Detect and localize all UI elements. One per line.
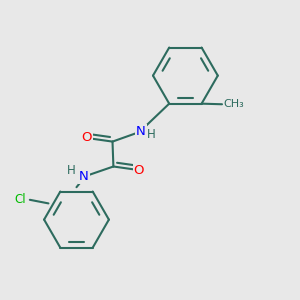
Text: H: H xyxy=(67,164,76,177)
Text: N: N xyxy=(136,125,146,138)
Text: H: H xyxy=(146,128,155,141)
Text: Cl: Cl xyxy=(15,193,26,206)
Text: O: O xyxy=(82,130,92,144)
Text: N: N xyxy=(79,169,89,183)
Text: CH₃: CH₃ xyxy=(224,99,244,109)
Text: O: O xyxy=(134,164,144,178)
